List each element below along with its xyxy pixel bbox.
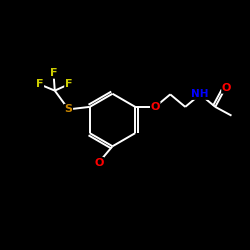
- Text: F: F: [50, 68, 57, 78]
- Text: S: S: [64, 104, 72, 115]
- Text: O: O: [150, 102, 160, 112]
- Text: F: F: [36, 80, 44, 90]
- Text: F: F: [65, 80, 72, 90]
- Text: O: O: [222, 83, 231, 93]
- Text: O: O: [94, 158, 104, 168]
- Text: NH: NH: [192, 90, 209, 99]
